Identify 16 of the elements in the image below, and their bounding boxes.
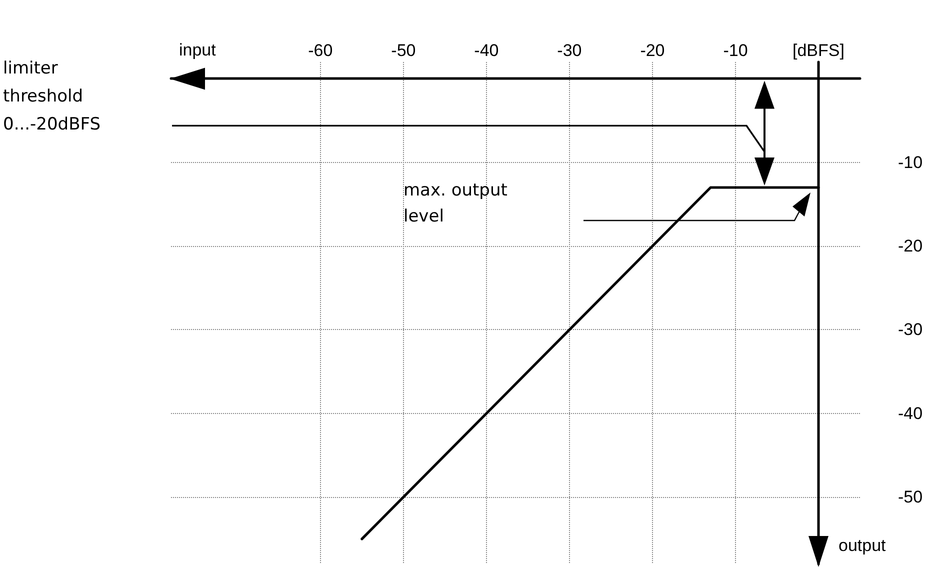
x-tick-label: -10 [723, 41, 748, 60]
y-axis-title: output [838, 536, 886, 555]
x-tick-label: [dBFS] [792, 41, 844, 60]
annotation: max. output level [403, 180, 513, 226]
y-tick-label: -30 [898, 320, 923, 340]
x-tick-label: -30 [557, 41, 582, 60]
y-tick-label: -40 [898, 404, 923, 423]
x-axis-title: input [179, 40, 216, 60]
y-tick-label: -10 [898, 152, 923, 172]
x-tick-label: -50 [391, 41, 416, 60]
y-tick-label: -50 [898, 488, 923, 507]
x-tick-label: -40 [474, 41, 499, 60]
y-tick-label: -20 [898, 236, 923, 256]
x-tick-label: -20 [640, 41, 665, 60]
text: limiter threshold 0...-20dBFS [3, 58, 101, 135]
x-tick-label: -60 [308, 41, 333, 60]
